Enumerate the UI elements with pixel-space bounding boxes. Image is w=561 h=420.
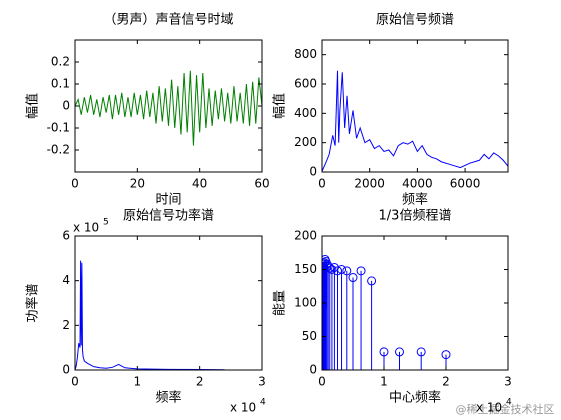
y-tick-label: 6 (62, 229, 70, 243)
x-axis-label: 时间 (155, 193, 181, 208)
y-tick-label: 400 (294, 106, 317, 120)
stem-marker (416, 347, 426, 357)
x-tick-label: 0 (318, 177, 326, 191)
stem-marker (348, 273, 358, 283)
stem-marker (356, 266, 366, 276)
chart-title: 原始信号频谱 (376, 13, 454, 28)
stem-marker (325, 263, 335, 273)
y-tick-label: 0.1 (51, 77, 70, 91)
y-tick-label: 50 (302, 329, 317, 343)
axes-box (74, 235, 263, 371)
x-tick-label: 0 (71, 375, 79, 389)
stem-marker (379, 347, 389, 357)
chart-title: （男声）声音信号时域 (103, 12, 233, 28)
plot-area (75, 236, 262, 370)
y-tick-label: 4 (62, 273, 70, 287)
y-tick-label: 0.2 (51, 55, 70, 69)
x-tick-label: 0 (71, 177, 79, 191)
y-tick-label: 100 (294, 296, 317, 310)
y-tick-label: 0 (309, 165, 317, 179)
y-tick-label: 0 (62, 99, 70, 113)
y-axis-label: 功率谱 (25, 283, 41, 322)
x-exponent: 4 (506, 398, 512, 408)
x-tick-label: 3 (258, 375, 266, 389)
y-tick-label: 600 (294, 77, 317, 91)
line (75, 70, 262, 146)
line (322, 70, 508, 172)
axes-box (321, 39, 509, 173)
x-tick-label: 0 (318, 375, 326, 389)
y-tick-label: 150 (294, 262, 317, 276)
y-tick-label: 200 (294, 229, 317, 243)
y-tick-label: -0.1 (47, 121, 70, 135)
stem-marker (395, 347, 404, 357)
x-tick-label: 4000 (402, 177, 433, 191)
x-tick-label: 2 (196, 375, 204, 389)
x-tick-label: 3 (504, 375, 512, 389)
x-tick-label: 2 (442, 375, 450, 389)
x-axis-label: 频率 (155, 390, 181, 406)
line (75, 260, 225, 370)
x-tick-label: 6000 (450, 177, 481, 191)
plot-area (75, 40, 262, 172)
y-axis-label: 能量 (273, 290, 288, 316)
x-tick-label: 40 (192, 177, 207, 191)
y-tick-label: 0 (62, 363, 70, 377)
x-axis-label: 频率 (402, 192, 428, 208)
y-multiplier: x 10 (73, 221, 99, 235)
y-exponent: 5 (103, 218, 109, 228)
stem-marker (327, 265, 337, 274)
stem-marker (342, 266, 352, 276)
watermark: @稀土掘金技术社区 (456, 402, 555, 416)
series-group (75, 260, 225, 370)
chart-title: 原始信号功率谱 (123, 208, 214, 224)
plot-area (322, 236, 508, 370)
y-axis-label: 幅值 (272, 93, 288, 119)
y-tick-label: -0.2 (47, 143, 70, 157)
chart-title: 1/3倍频程谱 (379, 209, 452, 224)
x-tick-label: 60 (254, 177, 269, 191)
x-multiplier: x 10 (230, 401, 256, 415)
x-axis-label: 中心频率 (389, 390, 441, 406)
x-tick-label: 1 (134, 375, 142, 389)
y-tick-label: 2 (62, 318, 70, 332)
x-tick-label: 1 (380, 375, 388, 389)
stem-marker (367, 276, 377, 286)
x-tick-label: 20 (130, 177, 145, 191)
x-multiplier: x 10 (476, 401, 502, 415)
plot-area (322, 40, 508, 172)
x-exponent: 4 (260, 398, 266, 408)
y-tick-label: 0 (309, 363, 317, 377)
x-tick-label: 2000 (354, 177, 385, 191)
stem-marker (441, 350, 451, 360)
y-tick-label: 200 (294, 135, 317, 149)
stem-marker (337, 265, 347, 274)
series-group (322, 70, 508, 172)
y-tick-label: 800 (294, 47, 317, 61)
y-axis-label: 幅值 (25, 93, 41, 119)
series-group (75, 70, 262, 146)
